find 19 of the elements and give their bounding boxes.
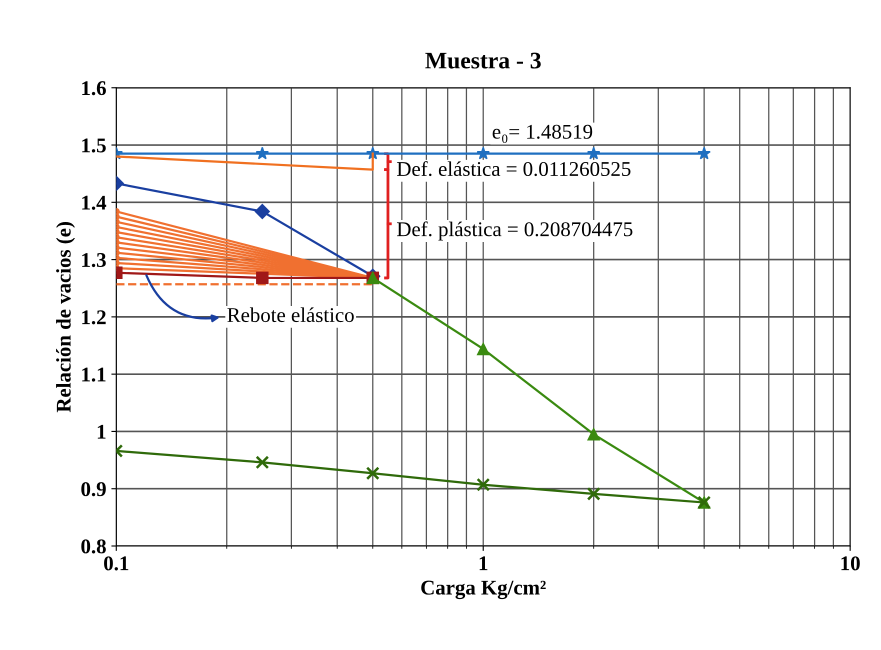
y-tick-label: 1.5	[82, 138, 106, 153]
y-tick-label: 1.2	[82, 310, 106, 324]
y-tick-label: 1.3	[82, 253, 106, 268]
chart-title: Muestra - 3	[425, 52, 541, 69]
y-tick-label: 1.6	[82, 81, 106, 96]
y-tick-label: 1	[98, 424, 106, 439]
annotation: Rebote elástico	[227, 307, 354, 322]
annotation: e₀= 1.48519	[492, 124, 592, 143]
y-tick-label: 0.9	[81, 482, 106, 496]
annotation: Def. plástica = 0.208704475	[397, 221, 632, 241]
annotation: Def. elástica = 0.011260525	[397, 161, 630, 176]
y-tick-label: 1.1	[82, 368, 106, 382]
y-axis-title: Relación de vacios (e)	[56, 222, 75, 412]
x-tick-label: 1	[480, 556, 488, 570]
y-tick-label: 0.8	[81, 539, 106, 554]
x-tick-label: 0.1	[104, 556, 128, 570]
y-tick-label: 1.4	[82, 196, 106, 210]
x-axis-title: Carga Kg/cm²	[421, 580, 546, 600]
x-tick-label: 10	[841, 556, 860, 570]
